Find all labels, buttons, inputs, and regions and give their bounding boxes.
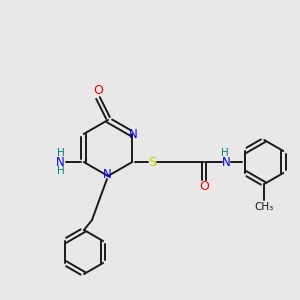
- Text: N: N: [103, 169, 111, 182]
- Text: S: S: [148, 155, 156, 169]
- Text: CH₃: CH₃: [255, 202, 274, 212]
- Text: N: N: [56, 155, 64, 169]
- Text: H: H: [57, 166, 64, 176]
- Text: O: O: [199, 181, 209, 194]
- Text: O: O: [93, 83, 103, 97]
- Text: N: N: [222, 155, 231, 169]
- Text: N: N: [129, 128, 138, 140]
- Text: H: H: [57, 148, 64, 158]
- Text: H: H: [221, 148, 229, 158]
